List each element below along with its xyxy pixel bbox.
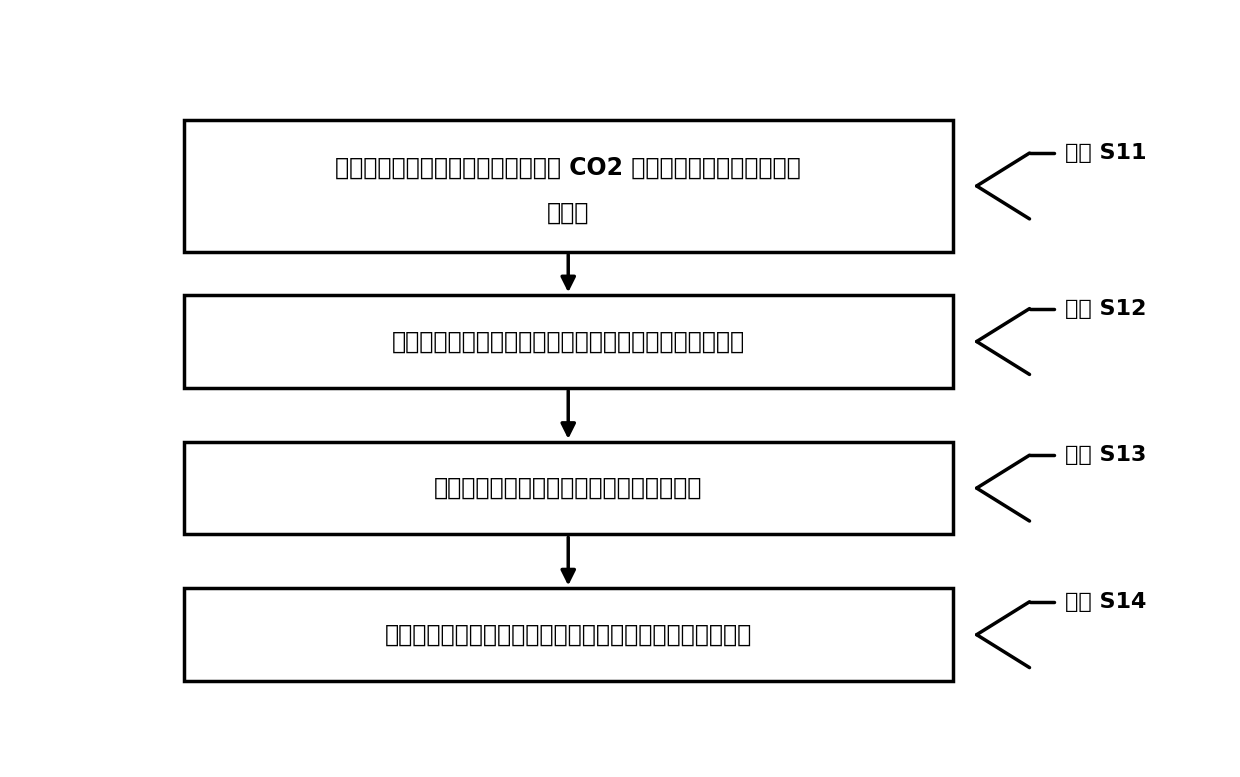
FancyBboxPatch shape [184,588,952,681]
Text: 对各因素赋予权重，通过数值劈分对各因素权重进行修正: 对各因素赋予权重，通过数值劈分对各因素权重进行修正 [392,329,745,354]
Text: 根据各因素权重和单排序矩阵计算总排序，得到选井依据。: 根据各因素权重和单排序矩阵计算总排序，得到选井依据。 [384,622,751,646]
Text: 步骤 S12: 步骤 S12 [1065,298,1147,319]
Text: 利用提供的因素单排序方法计算单排序矩阵: 利用提供的因素单排序方法计算单排序矩阵 [434,476,702,500]
FancyBboxPatch shape [184,442,952,535]
Text: 步骤 S11: 步骤 S11 [1065,143,1147,163]
Text: 步骤 S14: 步骤 S14 [1065,592,1147,611]
Text: 步骤 S13: 步骤 S13 [1065,445,1147,465]
Text: 以吞吐增油量为评价指标，筛选影响 CO2 吞吐效果的地质、流体、开: 以吞吐增油量为评价指标，筛选影响 CO2 吞吐效果的地质、流体、开 [335,156,801,180]
Text: 发因素: 发因素 [547,201,589,225]
FancyBboxPatch shape [184,295,952,388]
FancyBboxPatch shape [184,120,952,252]
